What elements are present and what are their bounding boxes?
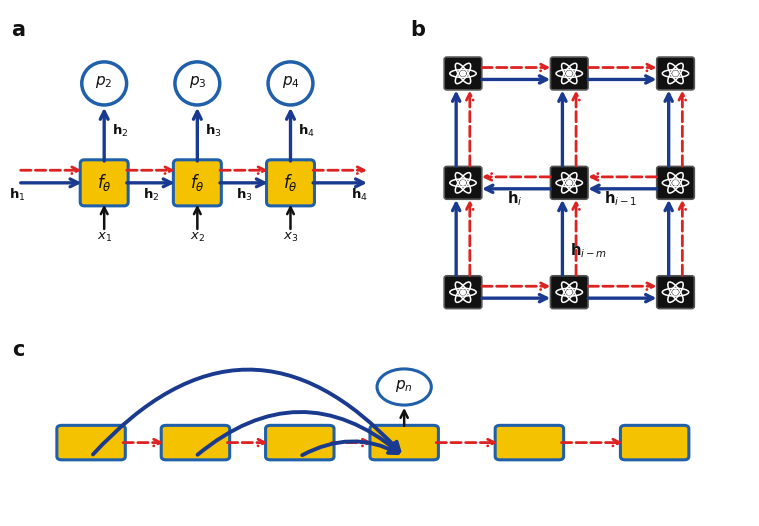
FancyBboxPatch shape	[550, 166, 588, 199]
Text: $p_2$: $p_2$	[96, 74, 113, 90]
Text: $x_3$: $x_3$	[283, 231, 298, 244]
Circle shape	[82, 62, 127, 105]
Text: b: b	[410, 21, 425, 41]
FancyBboxPatch shape	[161, 426, 230, 460]
Text: $x_2$: $x_2$	[190, 231, 205, 244]
Text: $\mathbf{h}_{i-1}$: $\mathbf{h}_{i-1}$	[603, 189, 638, 208]
Text: $p_4$: $p_4$	[282, 74, 299, 90]
Text: $p_3$: $p_3$	[188, 74, 206, 90]
Text: $\mathbf{h}_i$: $\mathbf{h}_i$	[506, 189, 522, 208]
Circle shape	[672, 71, 679, 76]
Text: a: a	[11, 21, 25, 41]
Text: $p_n$: $p_n$	[395, 378, 413, 393]
FancyBboxPatch shape	[495, 426, 564, 460]
Text: $f_\theta$: $f_\theta$	[283, 173, 298, 194]
FancyBboxPatch shape	[173, 160, 222, 206]
Text: $\mathbf{h}_4$: $\mathbf{h}_4$	[351, 187, 368, 203]
Text: $\mathbf{h}_2$: $\mathbf{h}_2$	[143, 187, 159, 203]
Circle shape	[672, 290, 679, 295]
Text: $\mathbf{h}_{i-m}$: $\mathbf{h}_{i-m}$	[569, 242, 607, 260]
FancyBboxPatch shape	[370, 426, 439, 460]
Text: $\mathbf{h}_3$: $\mathbf{h}_3$	[205, 123, 222, 139]
Text: $f_\theta$: $f_\theta$	[190, 173, 205, 194]
FancyBboxPatch shape	[57, 426, 125, 460]
Circle shape	[460, 180, 466, 185]
Circle shape	[566, 290, 572, 295]
FancyBboxPatch shape	[266, 160, 314, 206]
Circle shape	[566, 71, 572, 76]
FancyBboxPatch shape	[266, 426, 334, 460]
FancyBboxPatch shape	[80, 160, 128, 206]
Circle shape	[566, 180, 572, 185]
Circle shape	[460, 290, 466, 295]
Text: $f_\theta$: $f_\theta$	[97, 173, 112, 194]
FancyBboxPatch shape	[550, 276, 588, 309]
Circle shape	[268, 62, 313, 105]
FancyBboxPatch shape	[444, 57, 482, 90]
FancyBboxPatch shape	[657, 57, 694, 90]
Text: $\mathbf{h}_2$: $\mathbf{h}_2$	[112, 123, 128, 139]
Circle shape	[377, 369, 431, 405]
Text: $\mathbf{h}_4$: $\mathbf{h}_4$	[298, 123, 315, 139]
Circle shape	[672, 180, 679, 185]
Circle shape	[175, 62, 220, 105]
Circle shape	[460, 71, 466, 76]
Text: $\mathbf{h}_1$: $\mathbf{h}_1$	[9, 187, 26, 203]
FancyBboxPatch shape	[620, 426, 689, 460]
Text: c: c	[12, 340, 24, 360]
FancyBboxPatch shape	[657, 166, 694, 199]
FancyBboxPatch shape	[550, 57, 588, 90]
FancyBboxPatch shape	[444, 166, 482, 199]
FancyBboxPatch shape	[657, 276, 694, 309]
FancyBboxPatch shape	[444, 276, 482, 309]
Text: $x_1$: $x_1$	[96, 231, 112, 244]
Text: $\mathbf{h}_3$: $\mathbf{h}_3$	[235, 187, 252, 203]
